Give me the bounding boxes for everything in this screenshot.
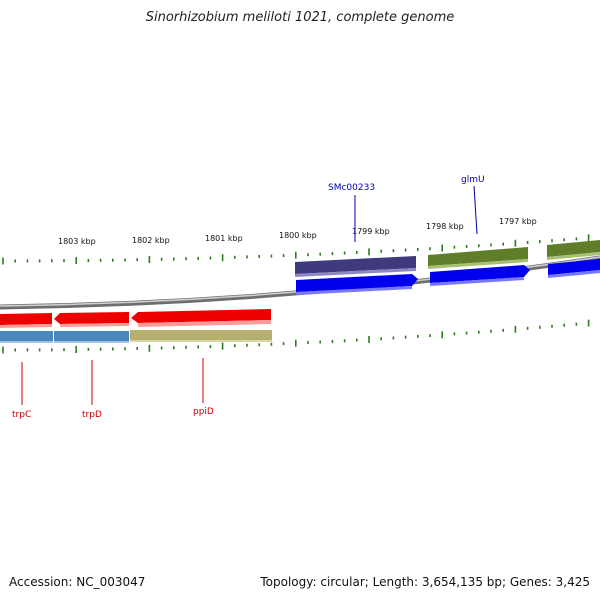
product-band xyxy=(54,331,129,343)
scale-labels: 1803 kbp 1802 kbp 1801 kbp 1800 kbp 1799… xyxy=(58,217,537,246)
gene-feature-shade xyxy=(295,268,416,277)
accession-label: Accession: NC_003047 xyxy=(9,575,146,589)
gene-feature[interactable] xyxy=(428,247,528,266)
product-band-shade xyxy=(54,341,129,343)
scale-label: 1798 kbp xyxy=(426,222,464,231)
gene-trpc[interactable]: trpC xyxy=(0,313,53,420)
cds-feature[interactable] xyxy=(548,259,600,275)
gene-label[interactable]: trpD xyxy=(82,410,102,420)
genome-summary-label: Topology: circular; Length: 3,654,135 bp… xyxy=(260,575,590,589)
cds-feature[interactable] xyxy=(296,274,418,292)
scale-label: 1802 kbp xyxy=(132,236,170,245)
gene-feature-shade xyxy=(428,259,528,269)
gene-feature-shade xyxy=(0,324,52,328)
gene-smc00233[interactable]: SMc00233 xyxy=(295,183,418,295)
scale-label: 1803 kbp xyxy=(58,237,96,246)
gene-feature[interactable] xyxy=(547,240,600,257)
cds-feature-shade xyxy=(548,270,600,278)
gene-ppid[interactable]: ppiD xyxy=(130,309,272,417)
scale-label: 1801 kbp xyxy=(205,234,243,243)
product-band xyxy=(130,330,272,342)
cds-feature[interactable] xyxy=(430,265,530,283)
gene-label[interactable]: trpC xyxy=(12,410,31,420)
gene-partial-right[interactable] xyxy=(547,240,600,278)
gene-label[interactable]: ppiD xyxy=(193,407,214,417)
gene-feature[interactable] xyxy=(0,313,52,325)
gene-label[interactable]: SMc00233 xyxy=(328,183,375,193)
cds-feature-shade xyxy=(430,277,524,286)
gene-label[interactable]: glmU xyxy=(461,175,485,185)
scale-label: 1797 kbp xyxy=(499,217,537,226)
gene-feature[interactable] xyxy=(131,309,271,323)
gene-feature-shade xyxy=(60,323,129,327)
scale-label: 1800 kbp xyxy=(279,231,317,240)
gene-trpd[interactable]: trpD xyxy=(54,312,129,420)
label-leader xyxy=(473,185,478,235)
gene-feature[interactable] xyxy=(54,312,129,324)
gene-feature-shade xyxy=(138,320,271,327)
scale-ticks-bottom xyxy=(2,319,590,354)
gene-feature-shade xyxy=(547,252,600,260)
product-band-shade xyxy=(130,340,272,342)
map-title: Sinorhizobium meliloti 1021, complete ge… xyxy=(145,10,455,25)
scale-ticks-top xyxy=(2,234,590,265)
product-band xyxy=(0,331,53,343)
scale-label: 1799 kbp xyxy=(352,227,390,236)
cds-feature-shade xyxy=(296,286,412,295)
gene-glmu[interactable]: glmU xyxy=(428,175,530,286)
product-band-shade xyxy=(0,341,53,343)
